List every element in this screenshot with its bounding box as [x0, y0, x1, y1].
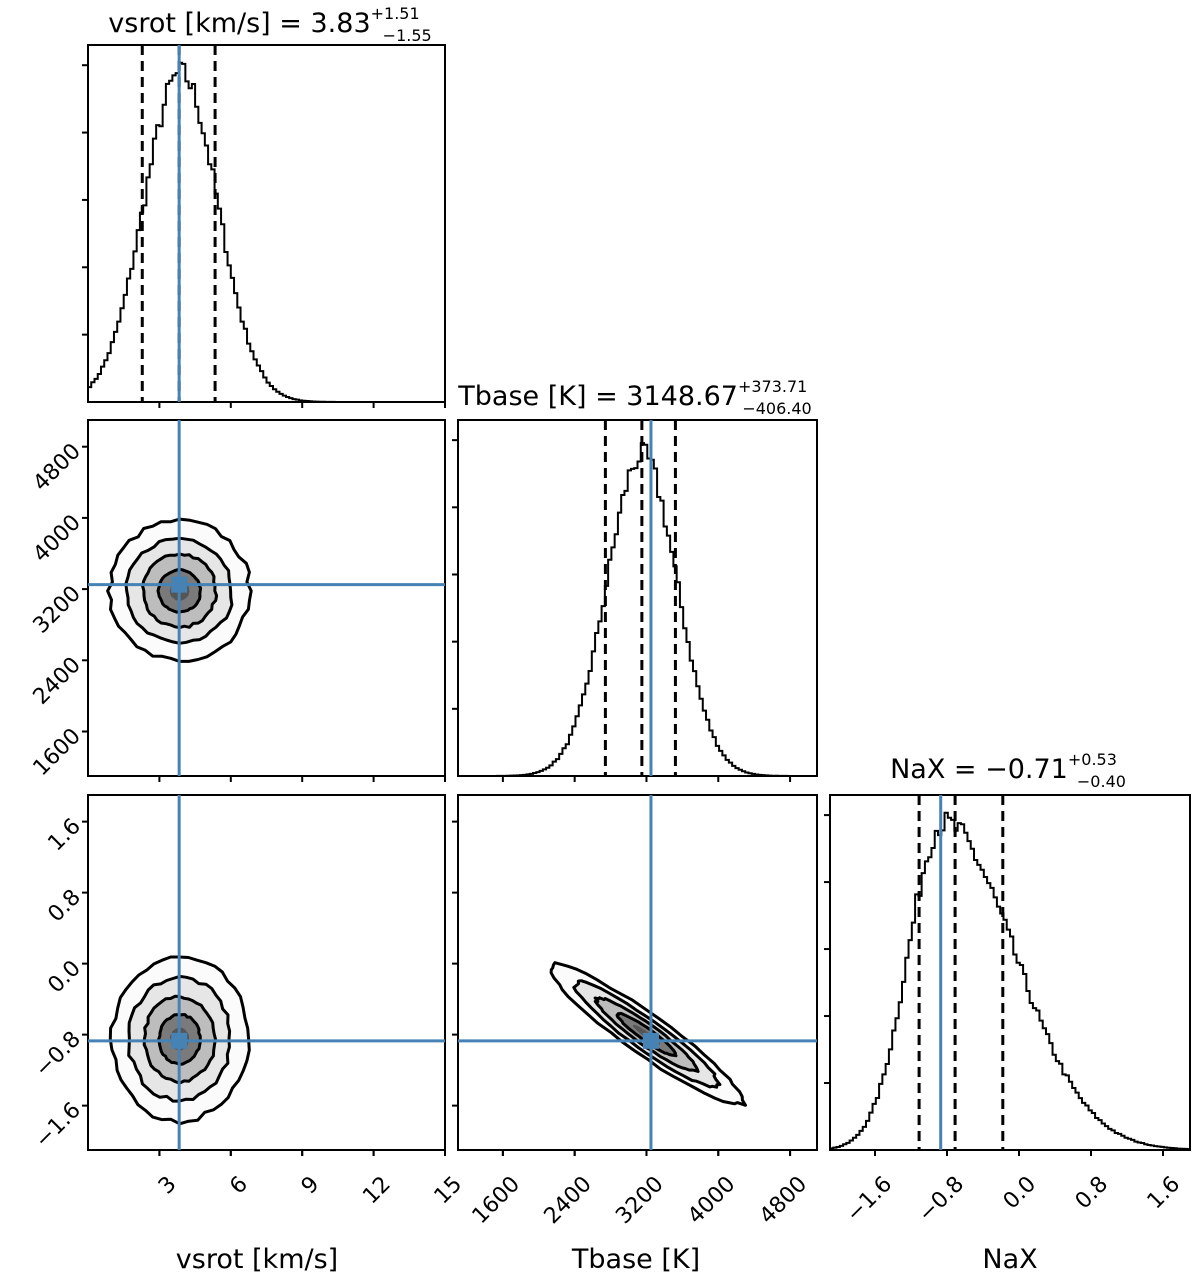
ytick-label-NaX-0: −1.6 — [30, 1098, 85, 1153]
xtick-label-NaX-3: 0.8 — [1071, 1172, 1113, 1214]
panel-title-tbase: Tbase [K] = 3148.67+373.71 −406.40 — [457, 377, 811, 418]
xtick-label-NaX-0: −1.6 — [842, 1172, 897, 1227]
title-text-tbase: Tbase [K] = — [457, 381, 626, 412]
ytick-label-Tbase-2: 3200 — [29, 581, 86, 638]
histogram-frame-NaX — [829, 794, 1191, 1151]
xtick-label-vsrot-3: 12 — [358, 1172, 395, 1209]
histogram-steps-NaX — [829, 811, 1191, 1151]
panels-layer: 3 6 9 12 15 1600 2400 3200 4000 4800 −1.6 −0.8 0.0 0.… — [29, 44, 1191, 1229]
histogram-steps-vsrot — [87, 61, 445, 403]
titles-layer: vsrot [km/s] = 3.83+1.51 −1.55 Tbase [K] … — [108, 4, 1126, 791]
xtick-label-NaX-2: 0.0 — [999, 1172, 1041, 1214]
contour-frame-tbase-vs-vsrot — [87, 419, 446, 777]
xtick-label-Tbase-3: 4000 — [683, 1172, 740, 1229]
xtick-label-Tbase-1: 2400 — [540, 1172, 597, 1229]
title-median-tbase: 3148.67 — [626, 381, 738, 412]
ytick-label-Tbase-4: 4800 — [29, 439, 86, 496]
title-text-vsrot: vsrot [km/s] = — [108, 8, 310, 39]
title-plus-nax: +0.53 — [1068, 750, 1117, 769]
histogram-panel-vsrot — [82, 44, 446, 408]
x-axis-label-nax: NaX — [982, 1244, 1037, 1275]
ytick-label-NaX-1: −0.8 — [30, 1027, 85, 1082]
histogram-frame-vsrot — [87, 44, 446, 403]
xtick-label-Tbase-2: 3200 — [611, 1172, 668, 1229]
ytick-label-NaX-2: 0.0 — [43, 956, 85, 998]
truth-marker-nax-vs-tbase — [642, 1032, 659, 1049]
panel-title-vsrot: vsrot [km/s] = 3.83+1.51 −1.55 — [108, 4, 431, 45]
histogram-panel-Tbase — [452, 419, 818, 782]
title-median-vsrot: 3.83 — [311, 8, 371, 39]
title-median-nax: −0.71 — [985, 754, 1068, 785]
title-minus-vsrot: −1.55 — [383, 26, 432, 45]
x-axis-label-vsrot: vsrot [km/s] — [176, 1244, 338, 1275]
contour-frame-nax-vs-vsrot — [87, 794, 446, 1151]
xtick-label-NaX-4: 1.6 — [1143, 1172, 1185, 1214]
xtick-label-NaX-1: −0.8 — [914, 1172, 969, 1227]
xtick-label-vsrot-2: 9 — [297, 1172, 325, 1200]
truth-marker-nax-vs-vsrot — [171, 1032, 188, 1049]
histogram-frame-Tbase — [457, 419, 818, 777]
title-plus-tbase: +373.71 — [738, 377, 807, 396]
panel-title-nax: NaX = −0.71+0.53 −0.40 — [890, 750, 1126, 791]
xtick-label-vsrot-0: 3 — [154, 1172, 182, 1200]
axis-labels-layer: vsrot [km/s] Tbase [K] NaX — [176, 1244, 1038, 1275]
ytick-label-Tbase-3: 4000 — [29, 510, 86, 567]
ytick-label-NaX-4: 1.6 — [43, 814, 85, 856]
title-minus-tbase: −406.40 — [742, 399, 811, 418]
x-axis-label-tbase: Tbase [K] — [571, 1244, 700, 1275]
contour-panel-tbase-vs-vsrot — [87, 419, 446, 777]
title-text-nax: NaX = — [890, 754, 985, 785]
xtick-label-vsrot-1: 6 — [225, 1172, 253, 1200]
contour-frame-nax-vs-tbase — [457, 794, 818, 1151]
title-plus-vsrot: +1.51 — [371, 4, 420, 23]
ytick-label-NaX-3: 0.8 — [43, 885, 85, 927]
xtick-label-Tbase-4: 4800 — [755, 1172, 812, 1229]
histogram-panel-NaX — [824, 794, 1191, 1151]
truth-marker-tbase-vs-vsrot — [171, 576, 188, 593]
histogram-steps-Tbase — [458, 442, 818, 777]
contour-panel-nax-vs-vsrot — [87, 794, 446, 1151]
ytick-label-Tbase-0: 1600 — [29, 724, 86, 781]
xtick-label-vsrot-4: 15 — [430, 1172, 467, 1209]
ytick-label-Tbase-1: 2400 — [29, 653, 86, 710]
title-minus-nax: −0.40 — [1077, 772, 1126, 791]
xtick-label-Tbase-0: 1600 — [468, 1172, 525, 1229]
contour-panel-nax-vs-tbase — [457, 794, 818, 1151]
